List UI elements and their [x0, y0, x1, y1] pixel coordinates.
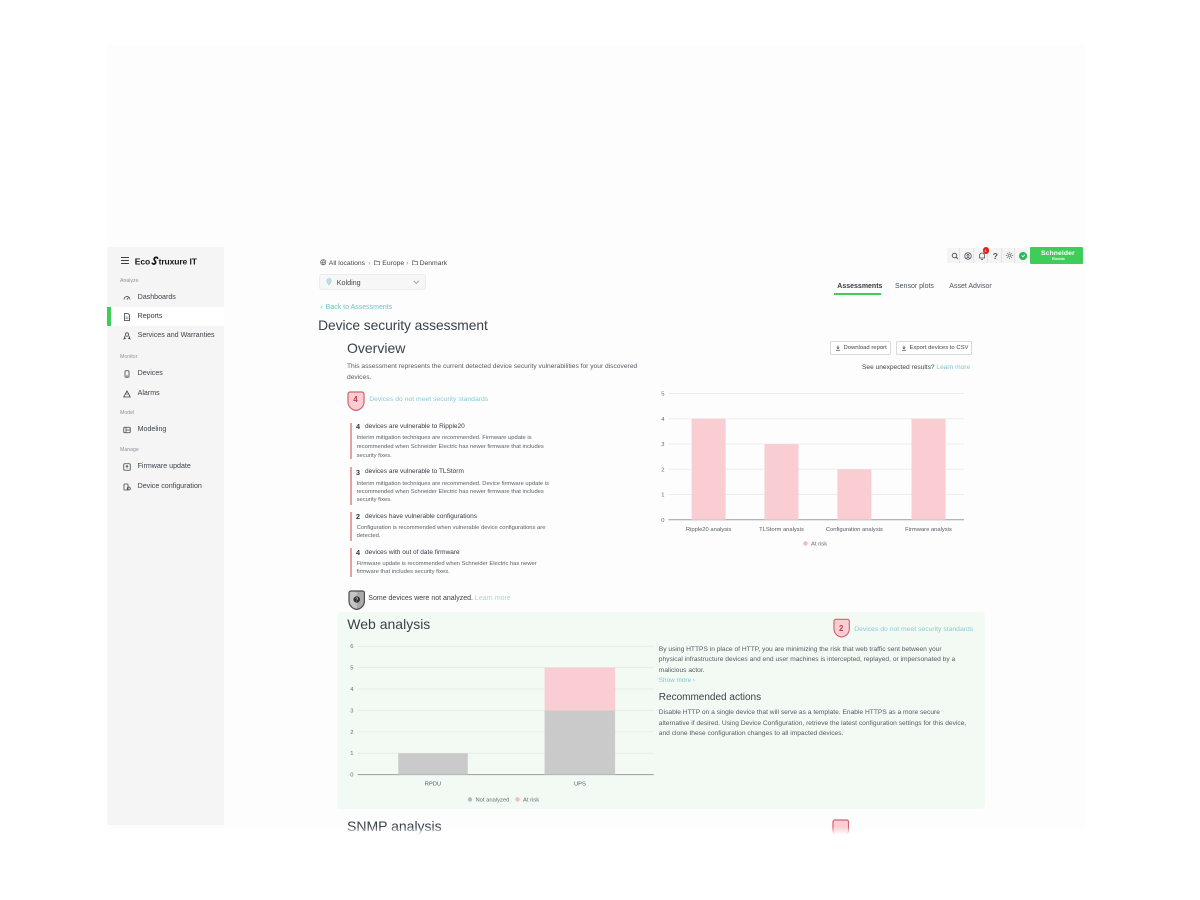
svg-text:0: 0: [350, 773, 353, 779]
svg-text:4: 4: [350, 687, 354, 693]
svg-text:5: 5: [350, 666, 353, 672]
svg-text:At risk: At risk: [523, 798, 539, 804]
svg-text:2: 2: [350, 730, 353, 736]
svg-text:0: 0: [661, 518, 664, 524]
svg-text:6: 6: [350, 644, 353, 650]
svg-text:1: 1: [661, 493, 664, 499]
svg-text:UPS: UPS: [574, 782, 586, 788]
svg-text:?: ?: [355, 597, 358, 603]
svg-text:Firmware analysis: Firmware analysis: [905, 527, 952, 533]
svg-text:2: 2: [661, 467, 664, 473]
svg-text:TLStorm analysis: TLStorm analysis: [759, 527, 804, 533]
svg-text:At risk: At risk: [811, 542, 827, 548]
svg-text:5: 5: [661, 392, 664, 398]
svg-text:Ripple20 analysis: Ripple20 analysis: [686, 527, 732, 533]
svg-text:Not analyzed: Not analyzed: [476, 798, 510, 804]
svg-text:4: 4: [661, 417, 665, 423]
svg-text:RPDU: RPDU: [425, 782, 441, 788]
svg-text:Configuration analysis: Configuration analysis: [826, 527, 883, 533]
svg-text:3: 3: [350, 708, 353, 714]
svg-text:1: 1: [350, 751, 353, 757]
svg-text:3: 3: [661, 442, 664, 448]
